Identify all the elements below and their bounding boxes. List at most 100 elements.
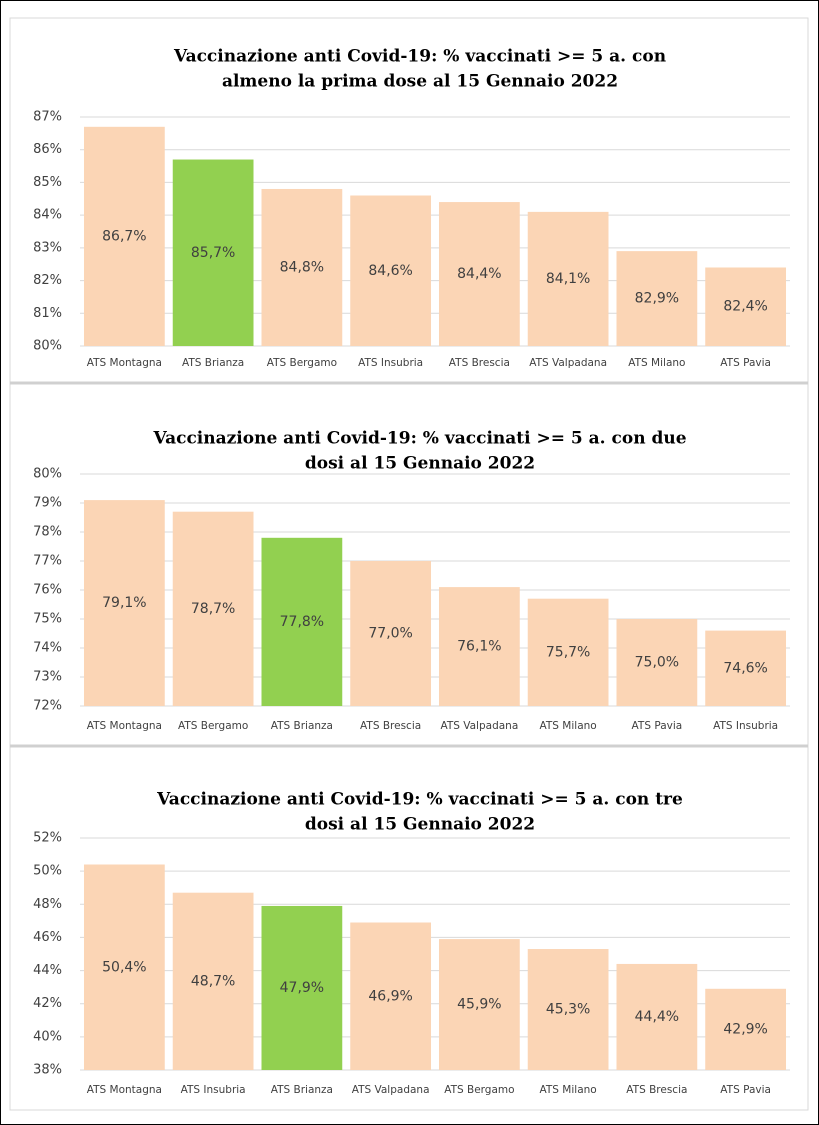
x-tick-label: ATS Valpadana (529, 357, 607, 369)
y-tick-label: 46% (33, 930, 62, 945)
bar (172, 511, 254, 706)
x-tick-label: ATS Milano (540, 1084, 597, 1096)
bar (438, 939, 520, 1070)
y-tick-label: 85% (33, 175, 62, 190)
y-tick-label: 87% (33, 110, 62, 125)
bar (527, 949, 609, 1070)
y-tick-label: 79% (33, 496, 62, 511)
value-label: 47,9% (280, 980, 324, 996)
bar (83, 500, 165, 706)
x-tick-label: ATS Pavia (632, 720, 683, 732)
x-tick-label: ATS Milano (540, 720, 597, 732)
value-label: 75,7% (546, 644, 590, 660)
y-tick-label: 84% (33, 208, 62, 223)
x-tick-label: ATS Insubria (358, 357, 423, 369)
bar (616, 619, 698, 706)
chart-title: Vaccinazione anti Covid-19: % vaccinati … (156, 790, 683, 810)
bar (83, 864, 165, 1070)
bar (261, 905, 343, 1070)
chart-title: dosi al 15 Gennaio 2022 (305, 454, 535, 474)
value-label: 84,1% (546, 271, 590, 287)
chart-title: dosi al 15 Gennaio 2022 (305, 815, 535, 835)
y-tick-label: 52% (33, 831, 62, 846)
chart-title: Vaccinazione anti Covid-19: % vaccinati … (152, 429, 686, 449)
value-label: 84,8% (280, 259, 324, 275)
chart-title: almeno la prima dose al 15 Gennaio 2022 (222, 72, 618, 92)
value-label: 45,9% (457, 997, 501, 1013)
bar (172, 892, 254, 1070)
x-tick-label: ATS Bergamo (267, 357, 337, 369)
bar (261, 537, 343, 706)
y-tick-label: 80% (33, 339, 62, 354)
value-label: 44,4% (635, 1009, 679, 1025)
bar (172, 159, 254, 346)
y-tick-label: 44% (33, 963, 62, 978)
y-tick-label: 78% (33, 525, 62, 540)
x-tick-label: ATS Brescia (449, 357, 510, 369)
x-tick-label: ATS Montagna (87, 1084, 162, 1096)
x-tick-label: ATS Insubria (713, 720, 778, 732)
value-label: 85,7% (191, 245, 235, 261)
value-label: 82,4% (723, 299, 767, 315)
x-tick-label: ATS Montagna (87, 357, 162, 369)
y-tick-label: 83% (33, 240, 62, 255)
x-tick-label: ATS Brescia (360, 720, 421, 732)
value-label: 86,7% (102, 228, 146, 244)
value-label: 45,3% (546, 1002, 590, 1018)
value-label: 76,1% (457, 639, 501, 655)
value-label: 42,9% (723, 1021, 767, 1037)
bar (705, 630, 787, 706)
value-label: 84,6% (368, 263, 412, 279)
y-tick-label: 72% (33, 699, 62, 714)
value-label: 75,0% (635, 655, 679, 671)
value-label: 82,9% (635, 291, 679, 307)
value-label: 77,8% (280, 614, 324, 630)
bar (705, 267, 787, 346)
x-tick-label: ATS Insubria (181, 1084, 246, 1096)
y-tick-label: 73% (33, 670, 62, 685)
y-tick-label: 42% (33, 996, 62, 1011)
x-tick-label: ATS Bergamo (178, 720, 248, 732)
value-label: 74,6% (723, 660, 767, 676)
bar (438, 202, 520, 346)
value-label: 79,1% (102, 595, 146, 611)
bar (616, 251, 698, 346)
y-tick-label: 82% (33, 273, 62, 288)
y-tick-label: 40% (33, 1029, 62, 1044)
value-label: 84,4% (457, 266, 501, 282)
value-label: 48,7% (191, 973, 235, 989)
x-tick-label: ATS Brianza (271, 720, 333, 732)
bar (438, 587, 520, 706)
bar (350, 561, 432, 706)
y-tick-label: 77% (33, 554, 62, 569)
y-tick-label: 76% (33, 583, 62, 598)
y-tick-label: 86% (33, 142, 62, 157)
x-tick-label: ATS Brianza (182, 357, 244, 369)
value-label: 50,4% (102, 959, 146, 975)
bar (527, 211, 609, 346)
y-tick-label: 50% (33, 864, 62, 879)
bar (350, 195, 432, 346)
x-tick-label: ATS Brescia (626, 1084, 687, 1096)
x-tick-label: ATS Valpadana (440, 720, 518, 732)
x-tick-label: ATS Milano (628, 357, 685, 369)
y-tick-label: 81% (33, 306, 62, 321)
bar (527, 598, 609, 706)
y-tick-label: 75% (33, 612, 62, 627)
y-tick-label: 38% (33, 1063, 62, 1078)
x-tick-label: ATS Brianza (271, 1084, 333, 1096)
x-tick-label: ATS Pavia (720, 357, 771, 369)
bar (616, 963, 698, 1070)
x-tick-label: ATS Valpadana (352, 1084, 430, 1096)
bar (705, 988, 787, 1070)
bar (350, 922, 432, 1070)
y-tick-label: 80% (33, 467, 62, 482)
chart-title: Vaccinazione anti Covid-19: % vaccinati … (173, 47, 666, 67)
y-tick-label: 48% (33, 897, 62, 912)
x-tick-label: ATS Pavia (720, 1084, 771, 1096)
bar (261, 188, 343, 346)
value-label: 78,7% (191, 601, 235, 617)
y-tick-label: 74% (33, 641, 62, 656)
x-tick-label: ATS Bergamo (444, 1084, 514, 1096)
